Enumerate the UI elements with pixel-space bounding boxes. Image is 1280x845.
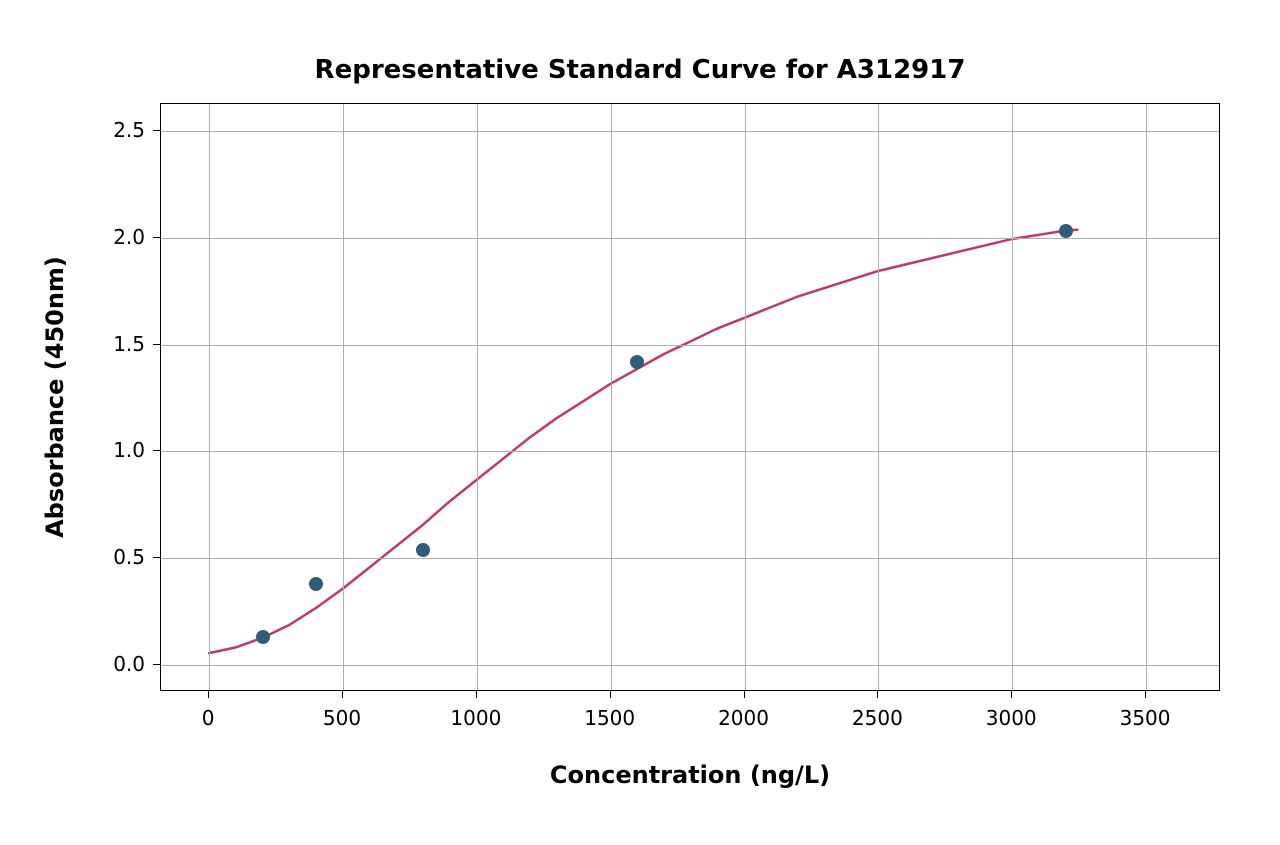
y-tick-label: 1.0: [113, 438, 145, 462]
grid-line-horizontal: [161, 451, 1219, 452]
plot-area: [160, 103, 1220, 691]
grid-line-vertical: [611, 104, 612, 690]
y-tick-label: 1.5: [113, 332, 145, 356]
x-tick: [877, 691, 878, 698]
grid-line-vertical: [209, 104, 210, 690]
x-tick-label: 2000: [718, 706, 769, 730]
y-tick: [153, 344, 160, 345]
scatter-point: [1059, 224, 1073, 238]
y-tick: [153, 237, 160, 238]
x-tick-label: 1000: [450, 706, 501, 730]
grid-line-vertical: [878, 104, 879, 690]
grid-line-vertical: [1012, 104, 1013, 690]
x-tick-label: 2500: [852, 706, 903, 730]
grid-line-vertical: [1146, 104, 1147, 690]
x-tick: [1011, 691, 1012, 698]
grid-line-vertical: [343, 104, 344, 690]
scatter-point: [416, 543, 430, 557]
y-tick-label: 0.5: [113, 545, 145, 569]
fitted-curve: [161, 104, 1219, 690]
grid-line-horizontal: [161, 558, 1219, 559]
y-axis-label: Absorbance (450nm): [41, 256, 69, 538]
y-tick: [153, 664, 160, 665]
scatter-point: [256, 630, 270, 644]
grid-line-horizontal: [161, 238, 1219, 239]
grid-line-horizontal: [161, 131, 1219, 132]
x-tick-label: 500: [323, 706, 361, 730]
grid-line-vertical: [477, 104, 478, 690]
x-tick-label: 1500: [584, 706, 635, 730]
x-tick: [744, 691, 745, 698]
y-tick: [153, 130, 160, 131]
x-tick: [342, 691, 343, 698]
y-tick: [153, 450, 160, 451]
y-tick-label: 2.5: [113, 118, 145, 142]
x-tick-label: 3500: [1120, 706, 1171, 730]
scatter-point: [309, 577, 323, 591]
x-tick: [208, 691, 209, 698]
chart-container: Representative Standard Curve for A31291…: [0, 0, 1280, 845]
x-tick-label: 3000: [986, 706, 1037, 730]
x-tick: [476, 691, 477, 698]
x-axis-label: Concentration (ng/L): [550, 761, 830, 789]
plot-area-inner: [161, 104, 1219, 690]
grid-line-horizontal: [161, 345, 1219, 346]
x-tick: [1145, 691, 1146, 698]
x-tick: [610, 691, 611, 698]
scatter-point: [630, 355, 644, 369]
y-tick: [153, 557, 160, 558]
y-tick-label: 0.0: [113, 652, 145, 676]
grid-line-horizontal: [161, 665, 1219, 666]
chart-title: Representative Standard Curve for A31291…: [0, 55, 1280, 85]
y-tick-label: 2.0: [113, 225, 145, 249]
grid-line-vertical: [745, 104, 746, 690]
curve-path: [209, 230, 1077, 653]
x-tick-label: 0: [202, 706, 215, 730]
